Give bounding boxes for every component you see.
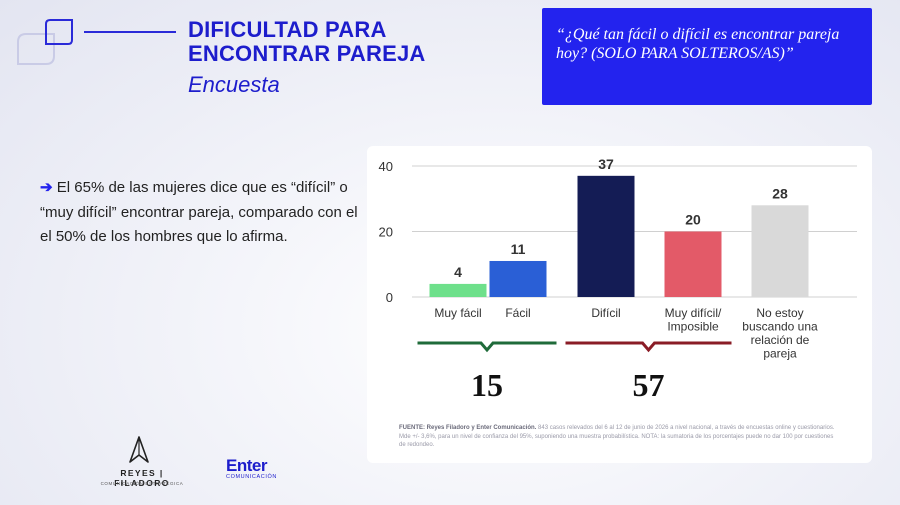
x-tick-label-line: Muy fácil [434, 306, 481, 320]
group-brace [565, 341, 732, 353]
footnote-text: 843 casos relevados del 6 al 12 de junio… [399, 425, 835, 448]
footnote-source: FUENTE: Reyes Filadoro y Enter Comunicac… [399, 425, 537, 431]
page-title: DIFICULTAD PARA ENCONTRAR PAREJA [188, 18, 425, 66]
bar [664, 231, 722, 297]
footnote: FUENTE: Reyes Filadoro y Enter Comunicac… [399, 424, 839, 450]
title-accent-line [84, 31, 176, 33]
reyes-logo-tagline: COMUNICACIÓN ESTRATÉGICA [100, 481, 184, 486]
x-tick-label-line: No estoy [756, 306, 803, 320]
enter-logo: Enter COMUNICACIÓN [226, 456, 286, 486]
question-text: “¿Qué tan fácil o difícil es encontrar p… [556, 26, 840, 62]
x-tick-label-line: buscando una [742, 320, 818, 334]
title-line-1: DIFICULTAD PARA [188, 17, 387, 42]
y-tick-label: 20 [379, 225, 393, 240]
reyes-filadoro-logo: REYES | FILADORO COMUNICACIÓN ESTRATÉGIC… [92, 436, 192, 492]
data-label: 28 [772, 185, 788, 201]
data-label: 11 [511, 241, 526, 257]
chart-card: 0 20 40 4 Muy fácil 11 Fácil 37 Difícil 20 Muy dif… [367, 146, 872, 463]
corner-logo-icon [17, 19, 73, 65]
reyes-logo-name: REYES | FILADORO [114, 468, 170, 488]
x-tick-label-line: relación de [751, 333, 810, 347]
x-tick-label-line: Muy difícil/ [665, 306, 722, 320]
insight-text: ➔ El 65% de las mujeres dice que es “dif… [40, 176, 360, 250]
x-tick-label-line: Difícil [591, 306, 620, 320]
title-line-2: ENCONTRAR PAREJA [188, 41, 426, 66]
bar [429, 283, 487, 297]
data-label: 4 [454, 264, 462, 280]
y-tick-label: 0 [386, 290, 393, 305]
x-tick-label: No estoy buscando una relación de pareja [742, 306, 818, 361]
bar [489, 260, 547, 297]
paper-plane-icon [129, 436, 149, 463]
enter-logo-tagline: COMUNICACIÓN [226, 474, 277, 480]
data-label: 20 [685, 212, 701, 228]
x-tick-label-line: pareja [763, 347, 797, 361]
data-label: 37 [598, 156, 614, 172]
arrow-right-icon: ➔ [40, 179, 53, 196]
bar [751, 205, 809, 297]
group-brace [417, 341, 557, 353]
x-tick-label-line: Imposible [667, 320, 719, 334]
enter-logo-name: Enter [226, 456, 267, 475]
bar-chart: 0 20 40 4 Muy fácil 11 Fácil 37 Difícil 20 Muy dif… [379, 156, 857, 403]
x-tick-label-line: Fácil [505, 306, 530, 320]
x-tick-label: Muy difícil/Imposible [665, 306, 722, 334]
group-total-label: 57 [633, 367, 665, 403]
x-tick-label: Fácil [505, 306, 530, 320]
page-subtitle: Encuesta [188, 72, 280, 97]
x-tick-label: Muy fácil [434, 306, 481, 320]
x-tick-label: Difícil [591, 306, 620, 320]
bar [577, 175, 635, 297]
group-total-label: 15 [471, 367, 503, 403]
insight-body: El 65% de las mujeres dice que es “difíc… [40, 179, 358, 245]
question-box: “¿Qué tan fácil o difícil es encontrar p… [542, 8, 872, 105]
y-tick-label: 40 [379, 159, 393, 174]
